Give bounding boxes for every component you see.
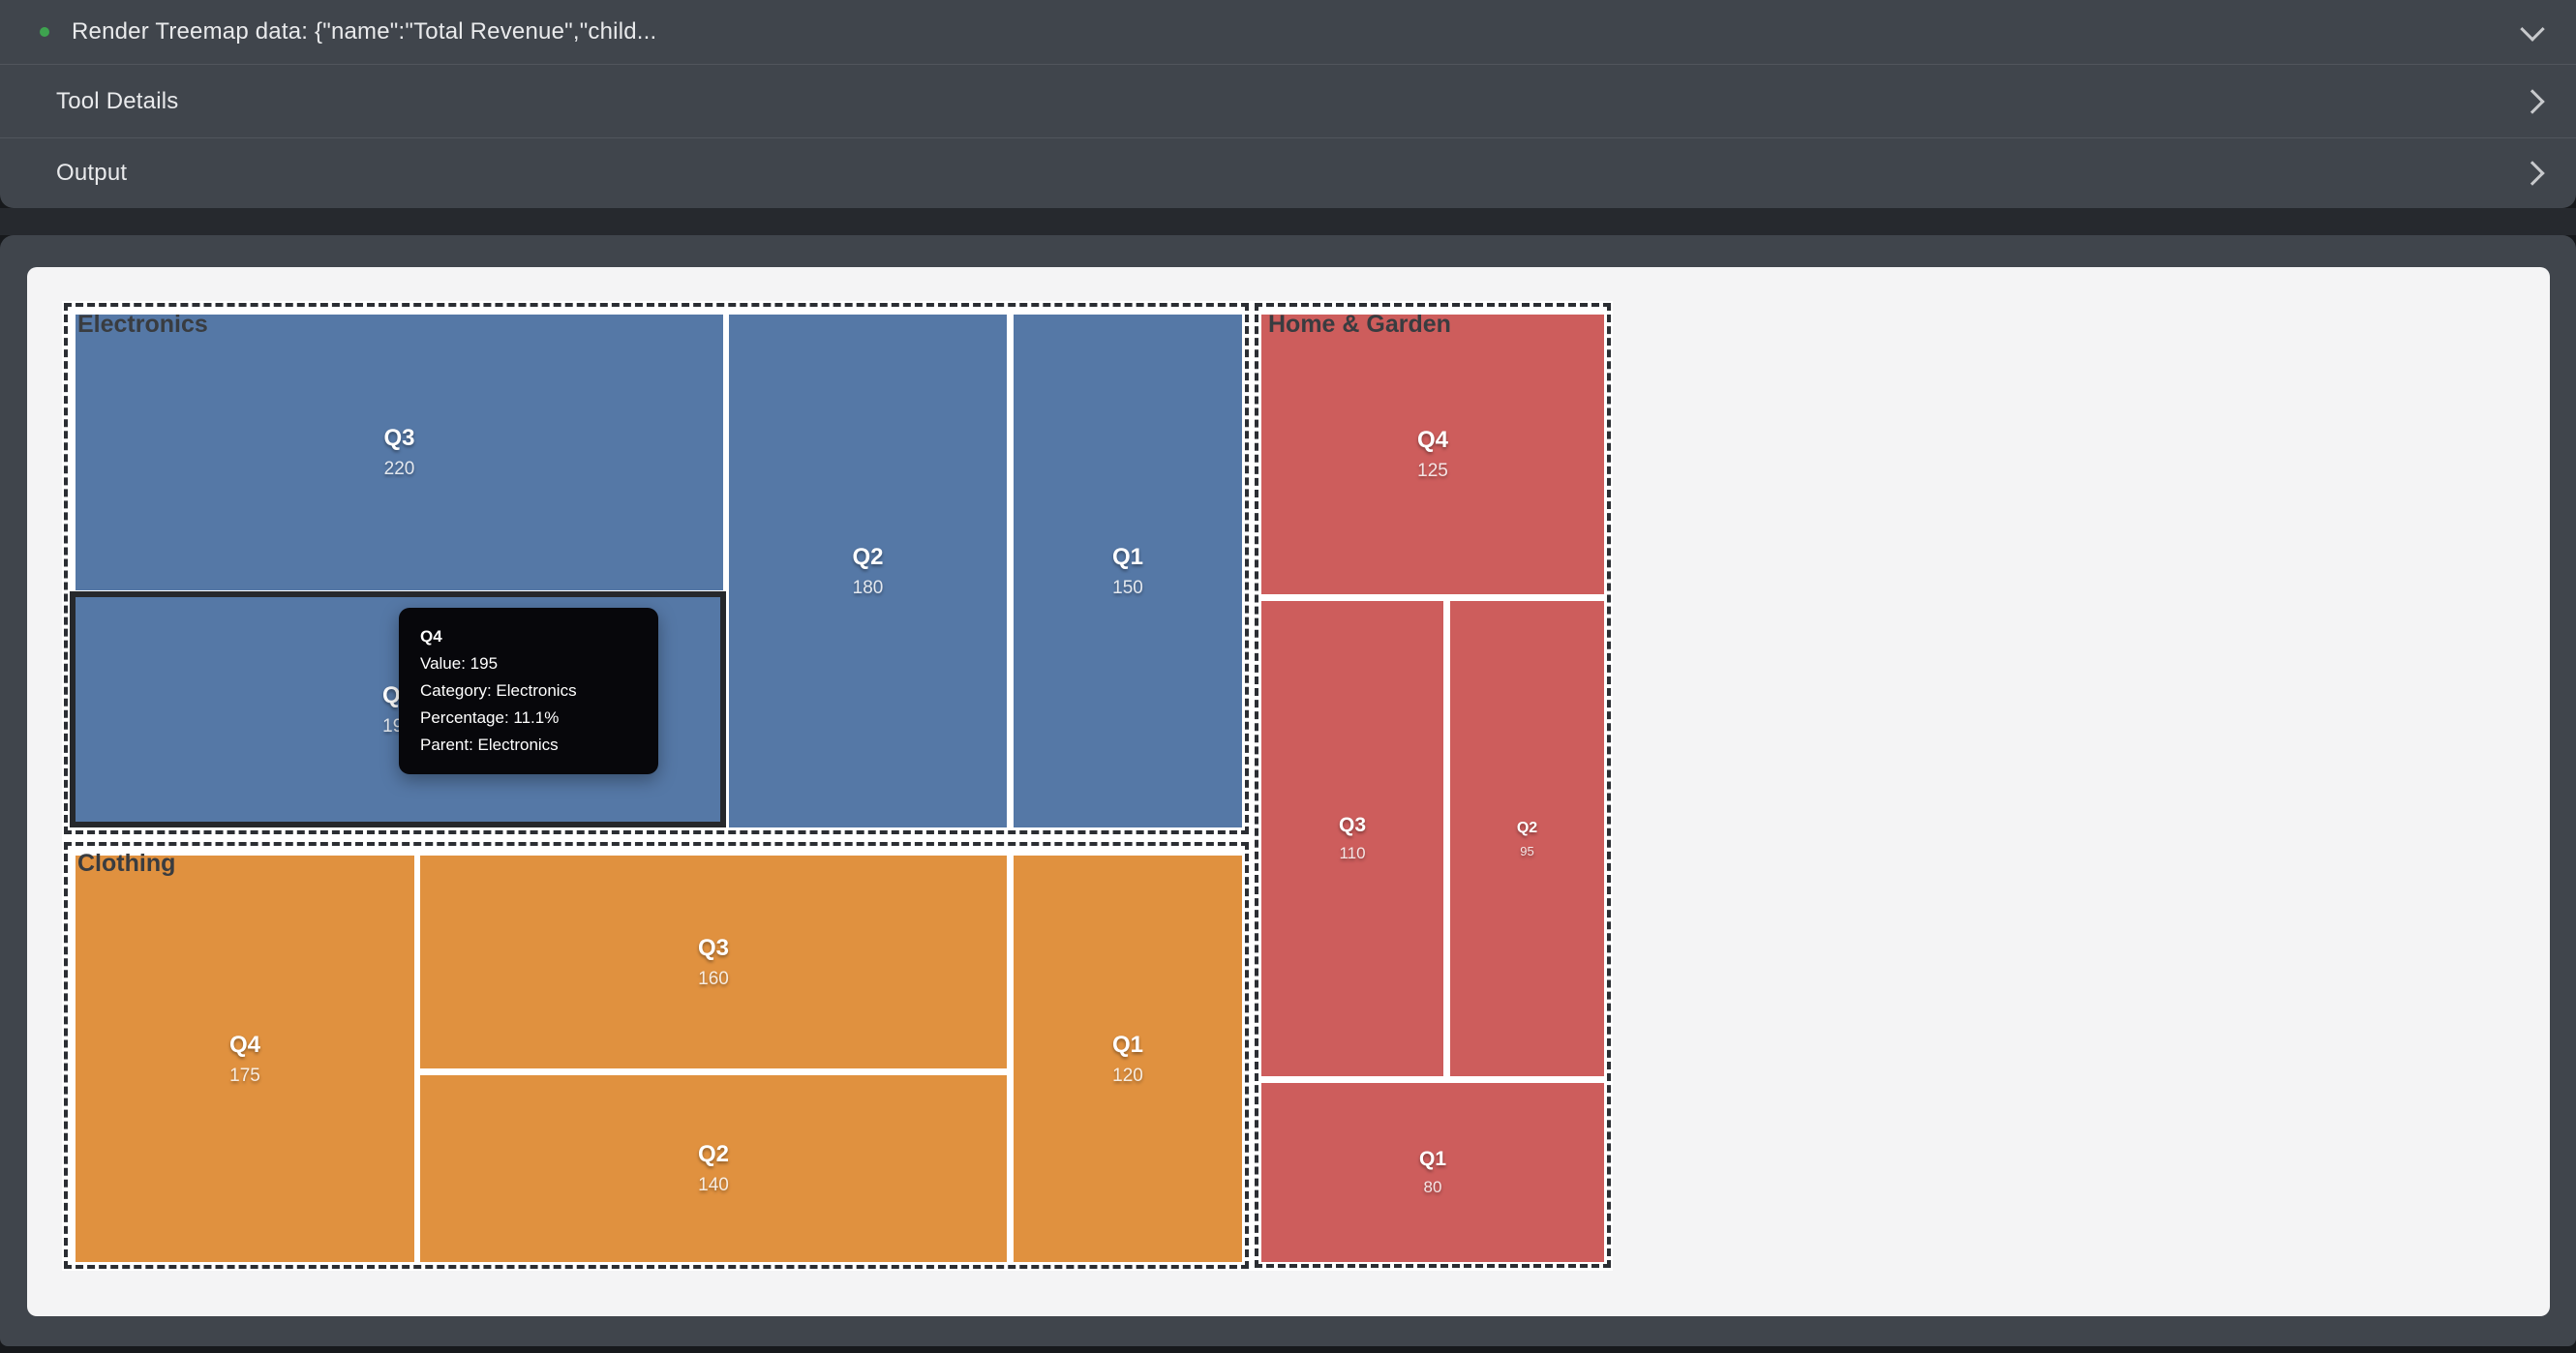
tool-details-label: Tool Details [56, 87, 179, 114]
group-label-electronics: Electronics [77, 311, 208, 338]
cell-label: Q2 [1516, 819, 1538, 836]
treemap-cell-electronics-q1[interactable]: Q1 150 [1014, 315, 1242, 827]
tooltip-parent-line: Parent: Electronics [420, 736, 559, 754]
output-label: Output [56, 160, 128, 186]
cell-label: Q1 [1111, 1031, 1143, 1058]
output-panel: Electronics Clothing Home & Garden Q3 22… [0, 235, 2576, 1346]
cell-label: Q3 [1338, 814, 1366, 836]
treemap-cell-home-garden-q4[interactable]: Q4 125 [1261, 315, 1604, 594]
cell-value: 95 [1520, 843, 1534, 858]
cell-label: Q2 [852, 543, 884, 570]
chevron-right-icon[interactable] [2520, 88, 2545, 114]
cell-value: 125 [1417, 461, 1448, 481]
treemap-cell-electronics-q2[interactable]: Q2 180 [729, 315, 1007, 827]
treemap: Electronics Clothing Home & Garden Q3 22… [62, 301, 1613, 1271]
tool-call-header-row[interactable]: Render Treemap data: {"name":"Total Reve… [0, 0, 2576, 64]
cell-label: Q4 [1416, 427, 1448, 453]
cell-label: Q4 [228, 1031, 260, 1058]
tooltip-percentage-line: Percentage: 11.1% [420, 708, 560, 727]
treemap-cell-clothing-q1[interactable]: Q1 120 [1014, 856, 1242, 1262]
group-label-clothing: Clothing [77, 850, 176, 877]
cell-label: Q1 [1418, 1148, 1446, 1170]
cell-label: Q3 [383, 425, 415, 451]
cell-label: Q2 [697, 1141, 729, 1167]
treemap-cell-electronics-q3[interactable]: Q3 220 [76, 315, 723, 590]
chevron-down-icon[interactable] [2520, 16, 2545, 42]
cell-value: 175 [229, 1065, 260, 1086]
tool-call-panel: Render Treemap data: {"name":"Total Reve… [0, 0, 2576, 208]
treemap-cell-clothing-q3[interactable]: Q3 160 [420, 856, 1007, 1068]
tooltip-title: Q4 [420, 627, 442, 646]
panel-gap [0, 208, 2576, 235]
treemap-card: Electronics Clothing Home & Garden Q3 22… [27, 267, 2550, 1316]
tool-call-title: Render Treemap data: {"name":"Total Reve… [72, 18, 657, 45]
cell-value: 160 [698, 968, 729, 989]
tooltip-value-line: Value: 195 [420, 654, 499, 673]
cell-value: 140 [698, 1175, 729, 1195]
cell-value: 110 [1339, 844, 1366, 862]
treemap-cell-home-garden-q3[interactable]: Q3 110 [1261, 601, 1443, 1076]
cell-value: 80 [1423, 1178, 1442, 1196]
cell-value: 120 [1112, 1065, 1143, 1086]
group-label-home-garden: Home & Garden [1268, 311, 1451, 338]
status-dot-icon [40, 27, 49, 37]
output-row[interactable]: Output [0, 137, 2576, 208]
treemap-cell-clothing-q4[interactable]: Q4 175 [76, 856, 414, 1262]
cell-value: 220 [383, 459, 415, 479]
cell-label: Q1 [1111, 543, 1143, 570]
treemap-cell-home-garden-q2[interactable]: Q2 95 [1450, 601, 1604, 1076]
cell-value: 180 [852, 577, 884, 598]
treemap-cell-home-garden-q1[interactable]: Q1 80 [1261, 1083, 1604, 1262]
tool-details-row[interactable]: Tool Details [0, 64, 2576, 137]
tooltip: Q4 Value: 195 Category: Electronics Perc… [399, 608, 658, 774]
treemap-cell-clothing-q2[interactable]: Q2 140 [420, 1075, 1007, 1262]
chevron-right-icon[interactable] [2520, 161, 2545, 186]
cell-label: Q3 [697, 934, 729, 961]
tooltip-category-line: Category: Electronics [420, 681, 577, 700]
cell-value: 150 [1112, 577, 1143, 598]
